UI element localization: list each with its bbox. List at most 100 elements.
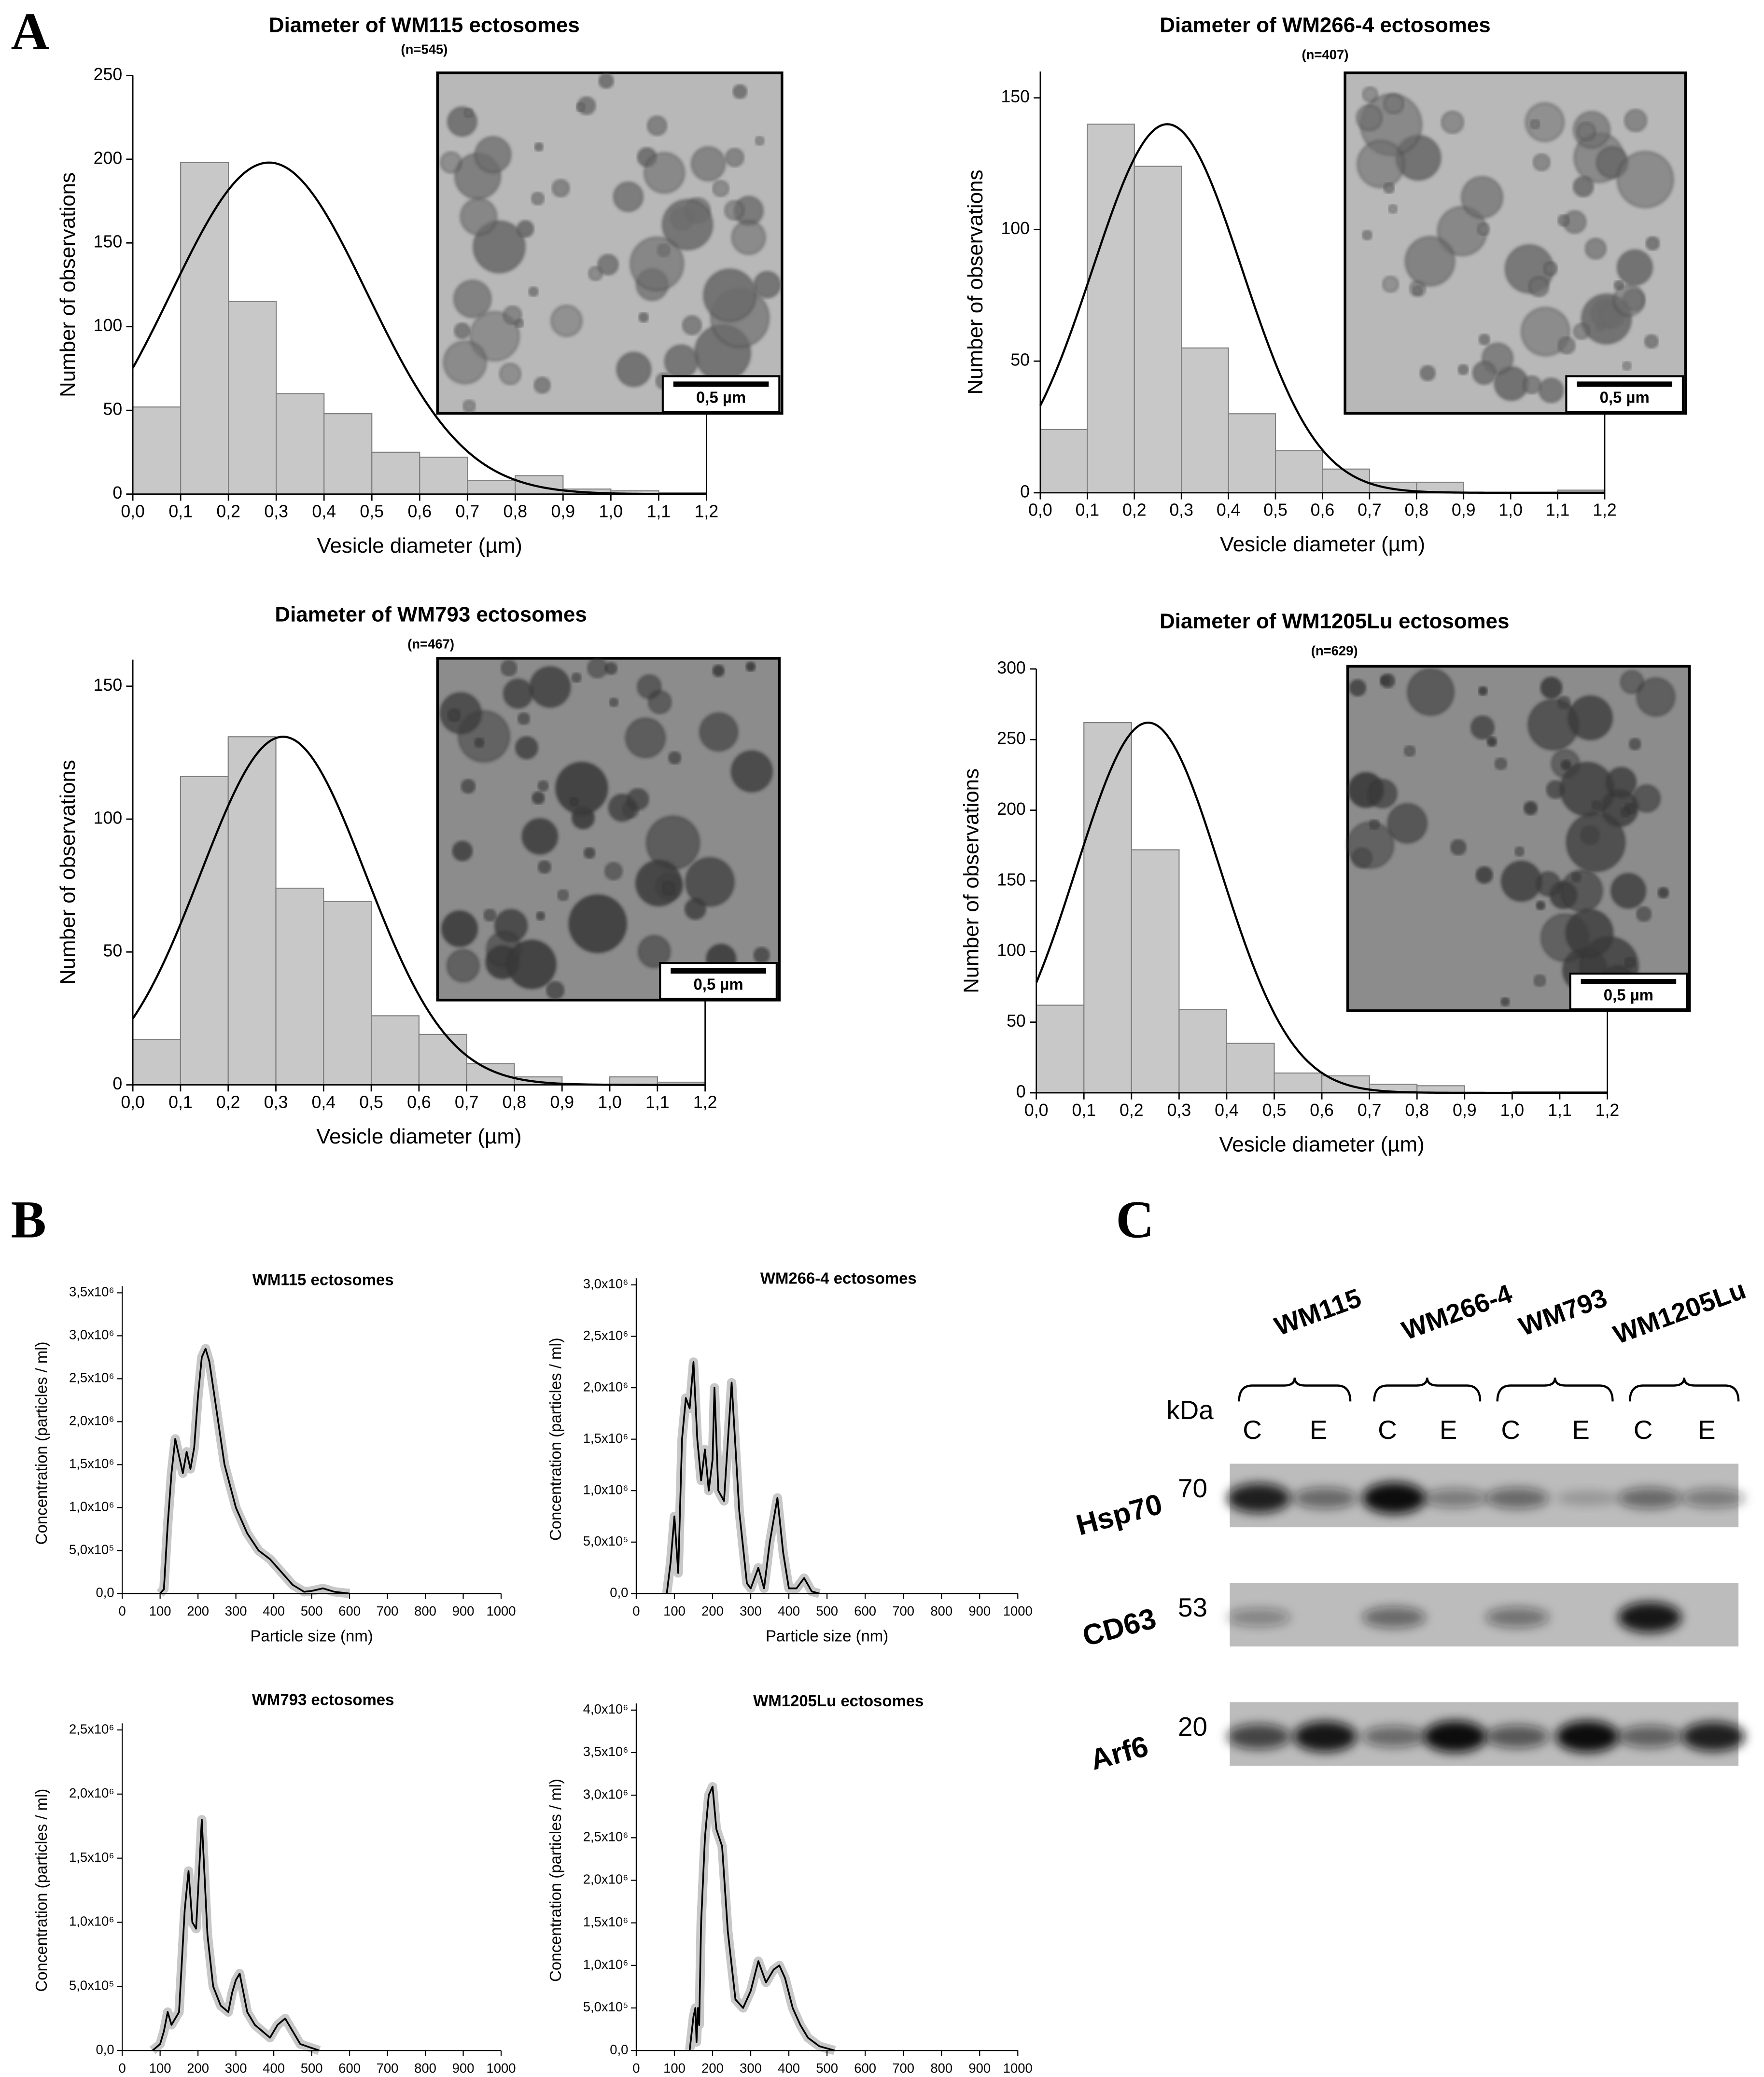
x-tick-label: 800 bbox=[930, 2061, 952, 2076]
vesicle bbox=[1461, 176, 1503, 219]
x-tick-label: 0,0 bbox=[121, 1092, 145, 1112]
x-tick-label: 100 bbox=[663, 1603, 686, 1618]
vesicle bbox=[1477, 223, 1490, 236]
y-axis-label: Number of observations bbox=[56, 760, 80, 985]
vesicle bbox=[507, 939, 557, 990]
vesicle bbox=[644, 152, 685, 194]
x-tick-label: 0,6 bbox=[1311, 501, 1335, 520]
vesicle bbox=[647, 115, 667, 136]
y-tick-label: 150 bbox=[997, 870, 1026, 889]
x-tick-label: 0,1 bbox=[1076, 501, 1100, 520]
vesicle bbox=[1470, 715, 1495, 740]
vesicle bbox=[1632, 784, 1661, 813]
y-tick-label: 150 bbox=[94, 675, 123, 695]
protein-label: Hsp70 bbox=[1073, 1487, 1166, 1542]
x-tick-label: 900 bbox=[968, 2061, 991, 2076]
scale-label: 0,5 µm bbox=[694, 975, 743, 993]
vesicle bbox=[1441, 111, 1464, 134]
lane-label: C bbox=[1243, 1415, 1262, 1445]
x-tick-label: 0,0 bbox=[121, 502, 145, 521]
bar bbox=[323, 901, 372, 1086]
vesicle bbox=[661, 881, 676, 895]
x-tick-label: 200 bbox=[187, 1603, 209, 1618]
y-tick-label: 4,0x10⁶ bbox=[583, 1701, 629, 1716]
blot-band bbox=[1227, 1608, 1291, 1627]
vesicle bbox=[528, 286, 539, 297]
vesicle bbox=[1369, 819, 1380, 830]
fit-curve bbox=[132, 161, 707, 495]
x-tick-label: 1,2 bbox=[1596, 1101, 1620, 1120]
kda-value: 53 bbox=[1178, 1592, 1207, 1622]
y-tick-label: 0,0 bbox=[610, 2042, 628, 2057]
vesicle bbox=[443, 340, 487, 384]
x-tick-label: 0,3 bbox=[264, 502, 288, 521]
x-tick-label: 1000 bbox=[487, 1603, 516, 1618]
x-tick-label: 0,2 bbox=[216, 1092, 240, 1112]
x-tick-label: 300 bbox=[225, 1603, 247, 1618]
x-tick-label: 100 bbox=[149, 2061, 171, 2076]
x-tick-label: 0,4 bbox=[1215, 1101, 1239, 1120]
y-tick-label: 1,5x10⁶ bbox=[69, 1456, 114, 1471]
x-tick-label: 0,1 bbox=[1072, 1101, 1096, 1120]
vesicle bbox=[1617, 249, 1653, 286]
bar bbox=[180, 776, 229, 1086]
vesicle bbox=[699, 712, 739, 752]
bar bbox=[1274, 1072, 1323, 1094]
bar bbox=[180, 162, 229, 495]
vesicle bbox=[501, 660, 518, 677]
vesicle bbox=[1577, 122, 1596, 141]
chart-title: Diameter of WM1205Lu ectosomes bbox=[1160, 609, 1509, 633]
blot-band bbox=[1618, 1725, 1682, 1748]
scale-label: 0,5 µm bbox=[1604, 986, 1653, 1004]
vesicle bbox=[609, 697, 619, 707]
x-tick-label: 0,6 bbox=[407, 502, 432, 521]
lane-label: C bbox=[1378, 1415, 1397, 1445]
x-tick-label: 0,2 bbox=[1122, 501, 1147, 520]
bar bbox=[132, 406, 182, 495]
x-tick-label: 0,8 bbox=[504, 502, 528, 521]
vesicle bbox=[1617, 151, 1674, 209]
group-label: WM115 bbox=[1271, 1282, 1365, 1341]
x-axis-label: Particle size (nm) bbox=[766, 1627, 888, 1645]
vesicle bbox=[638, 312, 649, 323]
x-tick-label: 0,4 bbox=[312, 1092, 336, 1112]
vesicle bbox=[1494, 757, 1507, 770]
error-band bbox=[685, 1782, 836, 2055]
lane-label: E bbox=[1572, 1415, 1590, 1445]
vesicle bbox=[439, 692, 482, 734]
y-tick-label: 100 bbox=[94, 316, 123, 335]
vesicle bbox=[531, 192, 545, 205]
x-tick-label: 0,1 bbox=[168, 502, 193, 521]
vesicle bbox=[1539, 377, 1564, 403]
vesicle bbox=[613, 181, 644, 212]
vesicle bbox=[1382, 276, 1399, 293]
vesicle bbox=[755, 136, 765, 146]
vesicle bbox=[1645, 236, 1660, 251]
bar bbox=[515, 475, 564, 495]
protein-label: CD63 bbox=[1079, 1602, 1160, 1653]
vesicle bbox=[588, 266, 603, 281]
blot-band bbox=[1485, 1725, 1549, 1748]
vesicle bbox=[460, 198, 497, 236]
blot-band bbox=[1555, 1720, 1620, 1753]
y-tick-label: 200 bbox=[94, 148, 123, 167]
x-tick-label: 0,9 bbox=[550, 1092, 574, 1112]
x-tick-label: 400 bbox=[778, 2061, 800, 2076]
vesicle bbox=[517, 220, 534, 238]
vesicle bbox=[668, 751, 682, 765]
kda-value: 70 bbox=[1178, 1473, 1207, 1503]
x-tick-label: 0,8 bbox=[503, 1092, 527, 1112]
x-tick-label: 600 bbox=[854, 1603, 876, 1618]
vesicle bbox=[662, 199, 714, 251]
y-tick-label: 0 bbox=[1016, 1082, 1026, 1101]
vesicle bbox=[469, 311, 520, 362]
vesicle bbox=[1543, 261, 1558, 276]
x-tick-label: 1000 bbox=[1003, 2061, 1033, 2076]
vesicle bbox=[1380, 675, 1390, 685]
vesicle bbox=[453, 279, 492, 318]
vesicle bbox=[503, 678, 533, 709]
vesicle bbox=[1500, 997, 1510, 1007]
line bbox=[688, 1785, 835, 2051]
blot-band bbox=[1227, 1724, 1291, 1750]
